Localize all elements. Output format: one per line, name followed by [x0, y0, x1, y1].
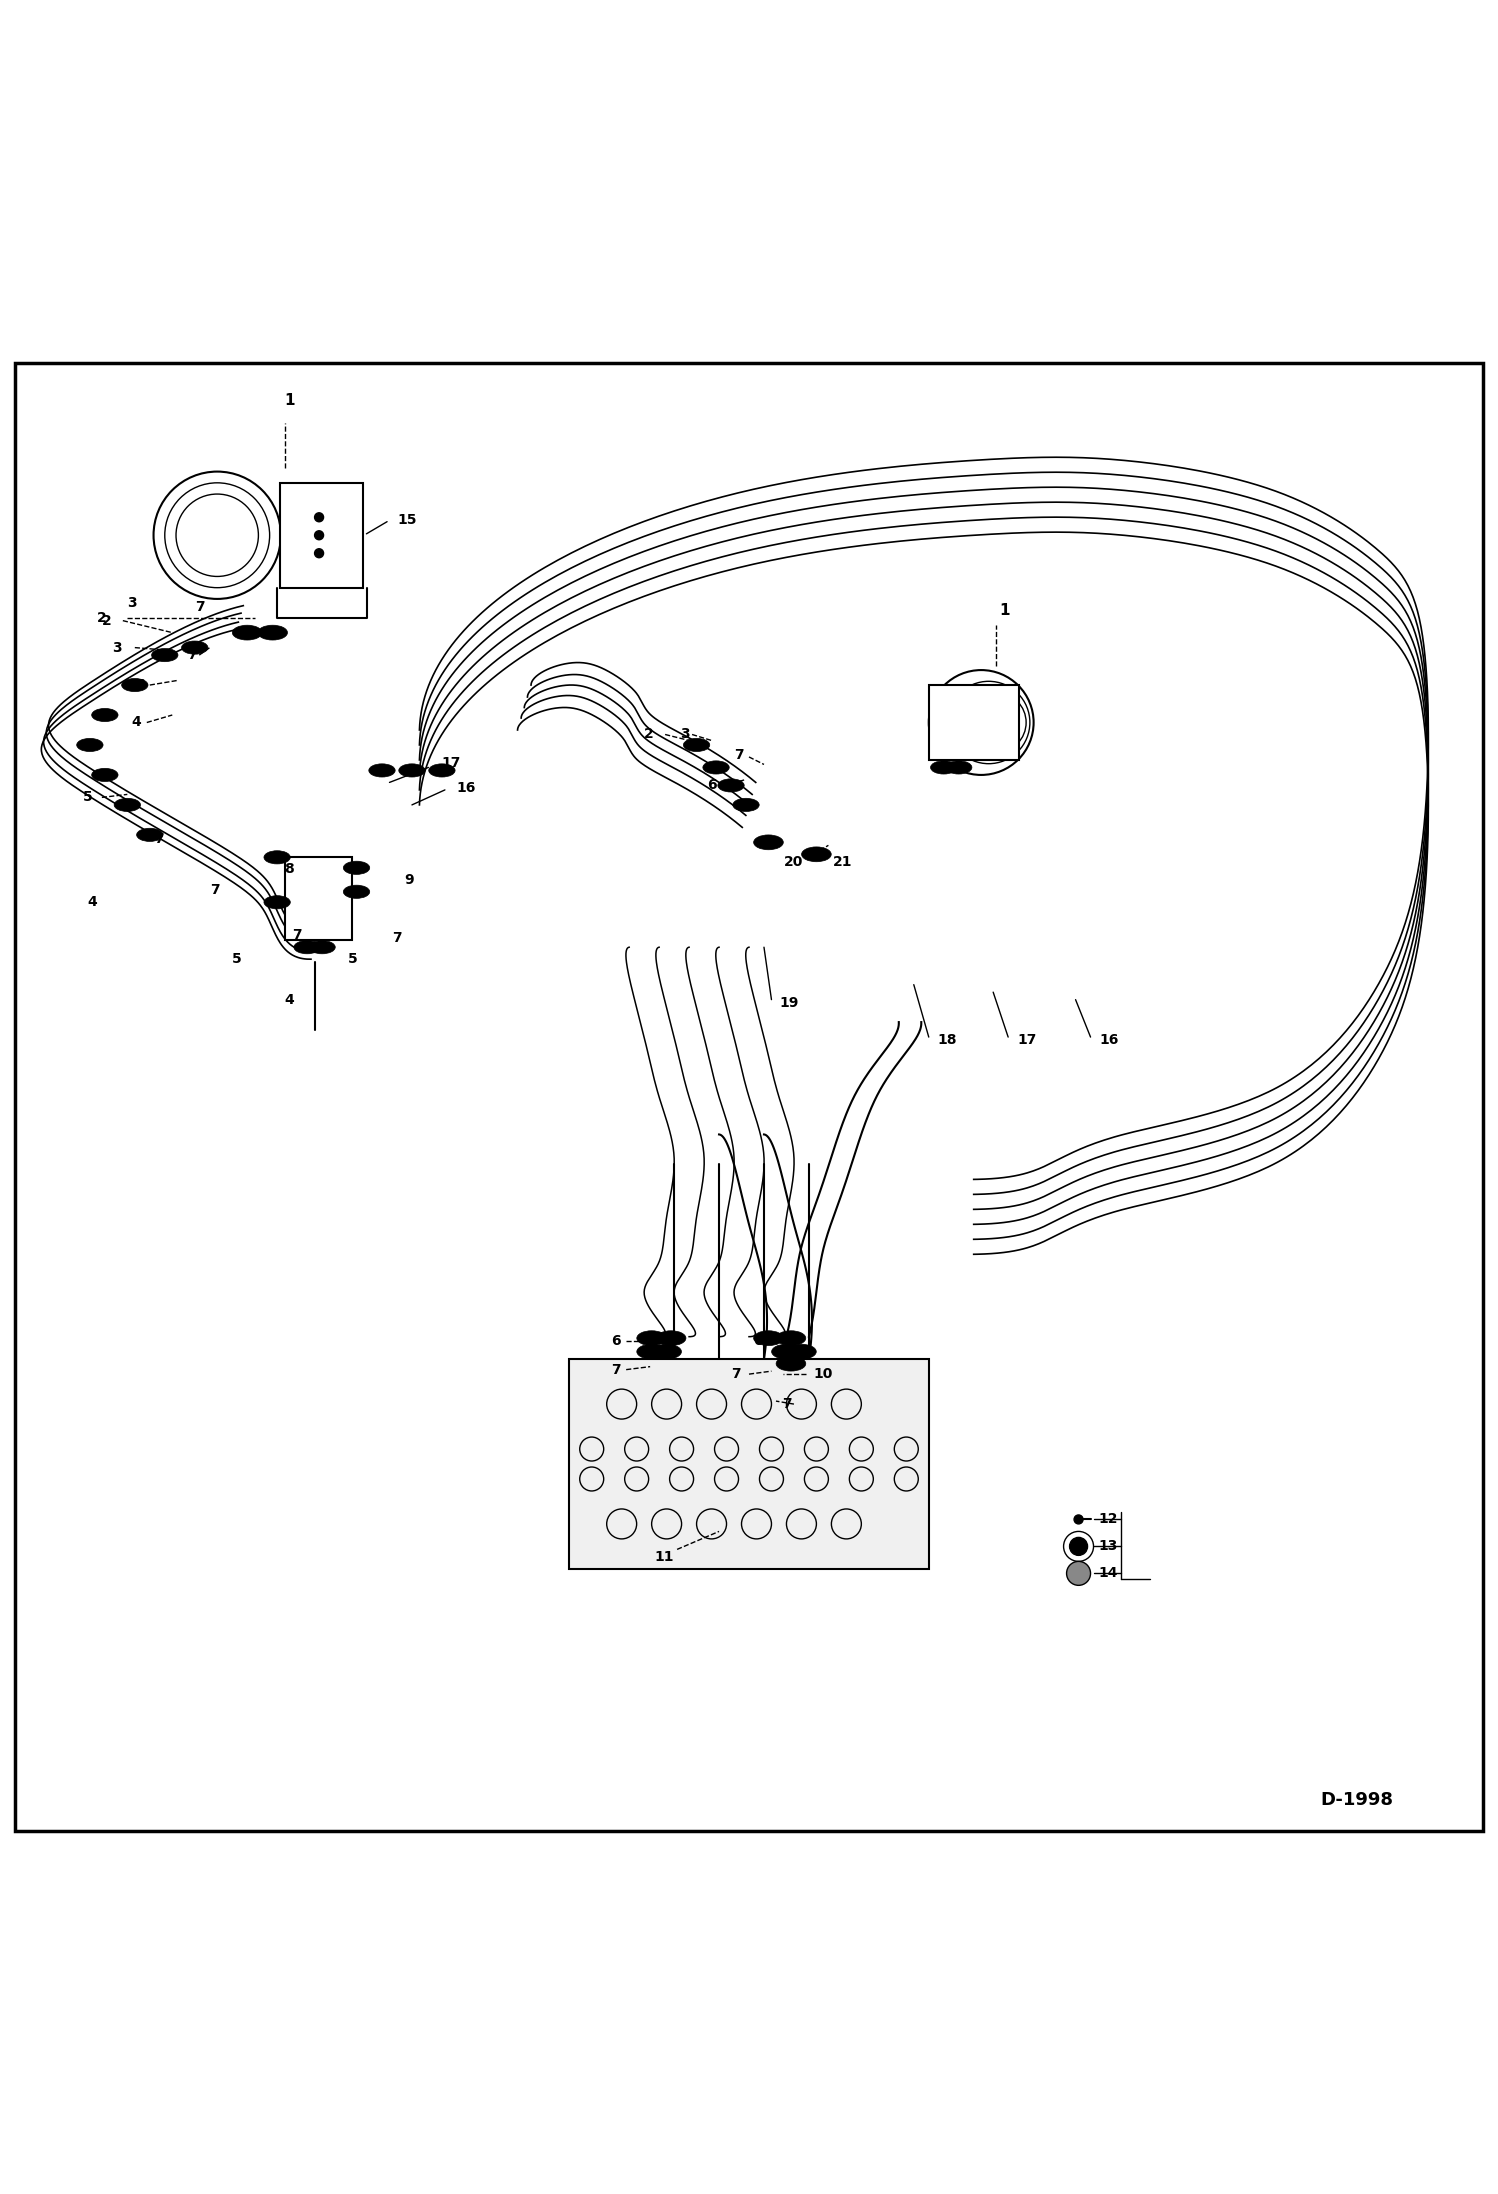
Ellipse shape [76, 739, 103, 753]
Ellipse shape [91, 709, 118, 722]
Ellipse shape [652, 1345, 682, 1358]
Text: 4: 4 [132, 715, 142, 728]
Text: 21: 21 [833, 856, 852, 869]
FancyBboxPatch shape [285, 858, 352, 939]
Ellipse shape [343, 862, 370, 875]
Circle shape [315, 531, 324, 540]
Text: 8: 8 [285, 862, 295, 875]
FancyBboxPatch shape [280, 483, 363, 588]
Ellipse shape [294, 941, 321, 954]
Text: 7: 7 [195, 601, 204, 614]
Ellipse shape [369, 764, 395, 777]
Ellipse shape [771, 1345, 801, 1358]
Circle shape [315, 513, 324, 522]
Text: 7: 7 [731, 1367, 740, 1382]
Circle shape [1070, 1538, 1088, 1556]
Ellipse shape [753, 836, 783, 849]
Ellipse shape [258, 625, 288, 641]
Text: 17: 17 [1017, 1033, 1037, 1047]
Circle shape [315, 548, 324, 557]
Text: 16: 16 [1100, 1033, 1119, 1047]
Text: 2: 2 [644, 728, 655, 742]
Ellipse shape [151, 649, 178, 663]
Ellipse shape [786, 1345, 816, 1358]
Text: 1: 1 [999, 603, 1010, 619]
Text: 9: 9 [404, 873, 413, 886]
Ellipse shape [776, 1356, 806, 1371]
Text: 6: 6 [611, 1334, 620, 1347]
Text: 4: 4 [87, 895, 97, 908]
Text: 13: 13 [1098, 1540, 1118, 1553]
Ellipse shape [801, 847, 831, 862]
Text: 3: 3 [680, 728, 689, 742]
Text: 15: 15 [397, 513, 416, 527]
Ellipse shape [121, 678, 148, 691]
Text: 7: 7 [782, 1398, 791, 1411]
Text: 3: 3 [127, 595, 136, 610]
Ellipse shape [945, 761, 972, 774]
Ellipse shape [776, 1332, 806, 1345]
Ellipse shape [398, 764, 425, 777]
Circle shape [1067, 1562, 1091, 1586]
Text: 12: 12 [1098, 1512, 1118, 1527]
Text: 7: 7 [154, 832, 163, 847]
Ellipse shape [343, 884, 370, 897]
Ellipse shape [753, 1332, 783, 1345]
Ellipse shape [114, 799, 141, 812]
Text: D-1998: D-1998 [1320, 1790, 1393, 1808]
Text: 7: 7 [210, 884, 219, 897]
Ellipse shape [683, 739, 710, 753]
Text: 10: 10 [813, 1367, 833, 1382]
Ellipse shape [703, 761, 730, 774]
Text: 5: 5 [82, 790, 93, 805]
Ellipse shape [181, 641, 208, 654]
FancyBboxPatch shape [929, 685, 1019, 759]
Text: 7: 7 [292, 928, 301, 941]
Ellipse shape [91, 768, 118, 781]
Text: 7: 7 [392, 930, 401, 946]
Text: 18: 18 [938, 1033, 957, 1047]
Text: 1: 1 [285, 393, 295, 408]
Text: 5: 5 [348, 952, 358, 965]
Text: 7: 7 [187, 647, 196, 663]
Ellipse shape [309, 941, 336, 954]
Text: 2: 2 [97, 610, 108, 625]
Text: 4: 4 [285, 992, 295, 1007]
Ellipse shape [656, 1332, 686, 1345]
Text: 16: 16 [457, 781, 476, 796]
Ellipse shape [264, 895, 291, 908]
Text: 3: 3 [112, 641, 121, 654]
Text: 5: 5 [232, 952, 243, 965]
Text: 7: 7 [734, 748, 743, 764]
Text: 7: 7 [611, 1362, 620, 1376]
FancyBboxPatch shape [569, 1358, 929, 1569]
Ellipse shape [428, 764, 455, 777]
Ellipse shape [136, 829, 163, 842]
Text: 19: 19 [779, 996, 798, 1009]
Circle shape [1074, 1514, 1083, 1525]
Text: 6: 6 [135, 678, 144, 691]
Ellipse shape [264, 851, 291, 864]
Ellipse shape [930, 761, 957, 774]
Text: 11: 11 [655, 1549, 674, 1564]
Ellipse shape [718, 779, 745, 792]
Text: 17: 17 [442, 757, 461, 770]
Ellipse shape [733, 799, 759, 812]
Ellipse shape [637, 1332, 667, 1345]
Text: 6: 6 [753, 1334, 762, 1347]
Text: 6: 6 [707, 779, 716, 792]
Text: 14: 14 [1098, 1567, 1118, 1580]
Ellipse shape [637, 1345, 667, 1358]
Ellipse shape [232, 625, 262, 641]
Text: 2: 2 [102, 614, 112, 627]
Text: 20: 20 [783, 856, 803, 869]
